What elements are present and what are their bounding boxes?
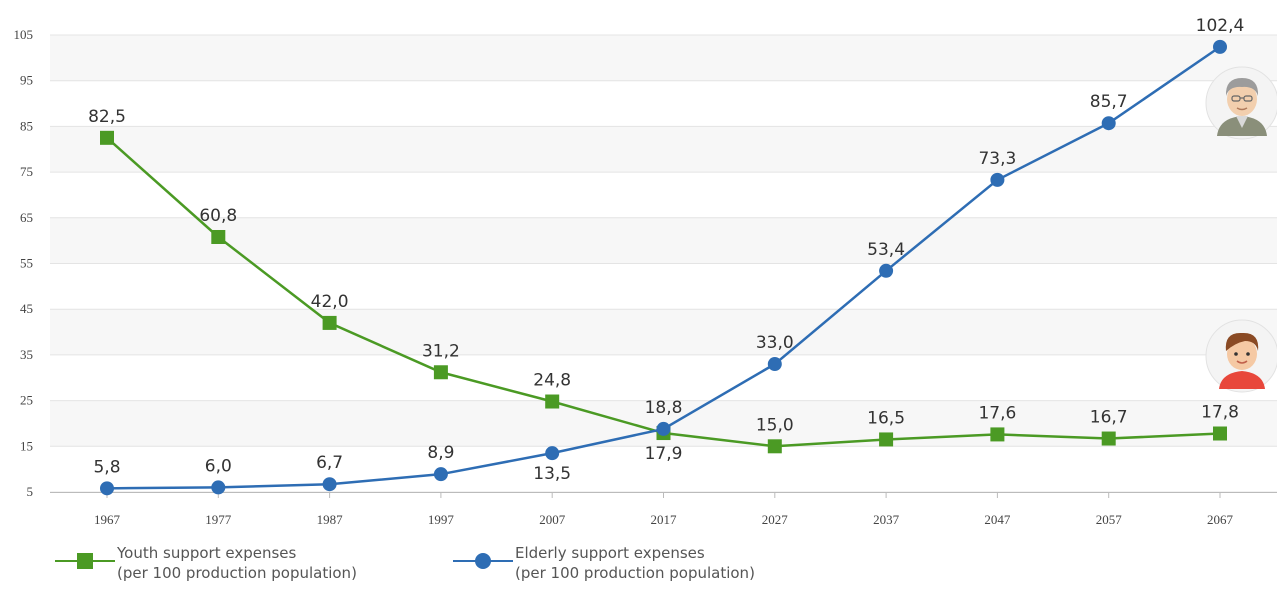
elderly-point <box>990 172 1005 187</box>
legend-youth-label: Youth support expenses (per 100 producti… <box>117 543 357 583</box>
axes: 5 15 25 35 45 55 65 75 85 95 105 1967 1977 1987 1997 20… <box>14 27 1277 527</box>
legend-elderly-name: Elderly support expenses <box>515 544 705 562</box>
x-tick-label: 1997 <box>428 512 455 527</box>
elderly-point <box>879 263 894 278</box>
x-tick-label: 2037 <box>873 512 900 527</box>
youth-data-label: 17,9 <box>645 444 683 464</box>
youth-point <box>990 427 1005 442</box>
y-tick-label: 95 <box>20 73 33 88</box>
y-tick-label: 85 <box>20 118 33 133</box>
elderly-data-label: 6,7 <box>316 453 343 473</box>
youth-data-label: 82,5 <box>88 107 126 127</box>
y-tick-label: 35 <box>20 347 33 362</box>
series <box>100 39 1227 496</box>
elderly-point <box>656 421 671 436</box>
y-tick-label: 25 <box>20 393 33 408</box>
elderly-data-label: 73,3 <box>978 149 1016 169</box>
elderly-point <box>1101 116 1116 131</box>
youth-data-label: 24,8 <box>533 371 571 391</box>
elderly-point <box>322 477 337 492</box>
elderly-point <box>433 467 448 482</box>
youth-data-label: 17,6 <box>978 403 1016 423</box>
grid-band <box>50 309 1277 355</box>
elderly-data-label: 5,8 <box>93 457 120 477</box>
youth-data-label: 31,2 <box>422 341 460 361</box>
elderly-point <box>545 446 560 461</box>
youth-data-label: 17,8 <box>1201 403 1239 423</box>
legend-youth-name: Youth support expenses <box>117 544 297 562</box>
y-tick-label: 105 <box>14 27 34 42</box>
legend-youth-subtitle: (per 100 production population) <box>117 564 357 582</box>
legend-elderly-marker <box>453 549 513 573</box>
y-tick-label: 45 <box>20 301 33 316</box>
elderly-point <box>211 480 226 495</box>
legend-youth: Youth support expenses (per 100 producti… <box>55 543 357 583</box>
y-tick-label: 55 <box>20 256 33 271</box>
youth-data-label: 16,5 <box>867 408 905 428</box>
x-tick-label: 2027 <box>762 512 789 527</box>
x-tick-label: 2067 <box>1207 512 1234 527</box>
x-tick-label: 2007 <box>539 512 566 527</box>
x-tick-label: 2057 <box>1096 512 1123 527</box>
x-tick-label: 2047 <box>984 512 1011 527</box>
youth-point <box>433 365 448 380</box>
elderly-point <box>100 481 114 496</box>
y-tick-label: 5 <box>27 484 34 499</box>
y-tick-label: 15 <box>20 438 33 453</box>
x-tick-label: 2017 <box>651 512 678 527</box>
elderly-data-label: 33,0 <box>756 333 794 353</box>
elderly-data-label: 85,7 <box>1090 92 1128 112</box>
youth-data-label: 60,8 <box>199 206 237 226</box>
child-avatar-icon <box>1205 319 1277 393</box>
elderly-data-label: 102,4 <box>1196 16 1245 36</box>
youth-data-label: 15,0 <box>756 415 794 435</box>
elderly-point <box>1213 39 1227 54</box>
elderly-man-avatar-icon <box>1205 66 1277 140</box>
youth-data-label: 42,0 <box>311 292 349 312</box>
legend-elderly-label: Elderly support expenses (per 100 produc… <box>515 543 755 583</box>
elderly-point <box>767 357 782 372</box>
y-tick-label: 65 <box>20 210 33 225</box>
youth-point <box>545 394 560 409</box>
youth-point <box>211 229 226 244</box>
x-tick-label: 1967 <box>94 512 121 527</box>
youth-point <box>879 432 894 447</box>
youth-point <box>100 130 114 145</box>
grid <box>50 34 1277 493</box>
youth-point <box>1101 431 1116 446</box>
elderly-data-label: 18,8 <box>645 398 683 418</box>
elderly-data-label: 6,0 <box>205 456 232 476</box>
legend-youth-marker <box>55 549 115 573</box>
grid-band <box>50 217 1277 264</box>
youth-point <box>1213 426 1227 441</box>
elderly-data-label: 53,4 <box>867 240 905 260</box>
y-tick-label: 75 <box>20 164 33 179</box>
grid-band <box>50 126 1277 173</box>
grid-band <box>50 35 1277 81</box>
youth-point <box>322 315 337 330</box>
youth-data-label: 16,7 <box>1090 408 1128 428</box>
elderly-data-label: 8,9 <box>427 443 454 463</box>
youth-point <box>767 439 782 454</box>
legend-elderly: Elderly support expenses (per 100 produc… <box>453 543 755 583</box>
elderly-data-label: 13,5 <box>533 464 571 484</box>
data-labels: 82,5 60,8 42,0 31,2 24,8 17,9 15,0 16,5 17,6 16,7… <box>88 16 1244 484</box>
x-tick-label: 1987 <box>317 512 344 527</box>
legend-elderly-subtitle: (per 100 production population) <box>515 564 755 582</box>
x-tick-label: 1977 <box>205 512 232 527</box>
